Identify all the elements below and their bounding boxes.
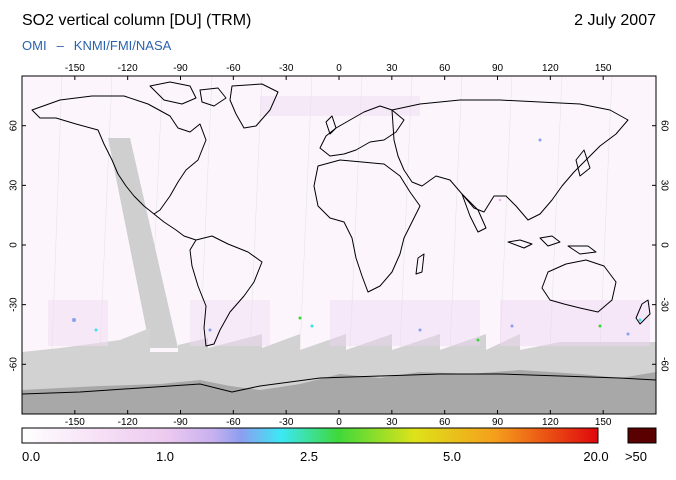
latitude-ticks-left: 60 30 0 -30 -60 xyxy=(9,120,26,372)
colorbar xyxy=(21,427,599,444)
lon-label-bottom: 120 xyxy=(542,417,559,428)
lon-label-bottom: 90 xyxy=(492,417,504,428)
lat-label-left: 30 xyxy=(9,179,20,191)
lon-label-bottom: 150 xyxy=(595,417,612,428)
colorbar-label-4: 20.0 xyxy=(583,449,609,464)
lat-label-right: 0 xyxy=(658,242,669,248)
data-gap-pacific xyxy=(108,138,178,348)
lon-label-top: -60 xyxy=(226,63,241,74)
lon-label-top: 90 xyxy=(492,63,504,74)
lon-label-bottom: -120 xyxy=(118,417,138,428)
lon-label-bottom: -30 xyxy=(279,417,294,428)
colorbar-label-3: 5.0 xyxy=(442,449,462,464)
lon-label-bottom: -150 xyxy=(65,417,85,428)
latitude-ticks-right: 60 30 0 -30 -60 xyxy=(652,120,669,372)
lat-label-left: -60 xyxy=(9,357,20,372)
lon-label-top: -150 xyxy=(65,63,85,74)
colorbar-label-0: 0.0 xyxy=(22,449,41,464)
lon-label-bottom: 0 xyxy=(336,417,342,428)
colorbar-label-5: >50 xyxy=(624,449,648,464)
lon-label-bottom: 60 xyxy=(439,417,451,428)
lon-label-top: 0 xyxy=(336,63,342,74)
lon-label-top: 150 xyxy=(595,63,612,74)
longitude-ticks-top: -150 -120 -90 -60 -30 0 30 60 90 120 150 xyxy=(65,63,612,80)
polar-night xyxy=(22,370,656,414)
credit-dash: – xyxy=(56,38,64,53)
lon-label-top: 120 xyxy=(542,63,559,74)
lon-label-bottom: -60 xyxy=(226,417,241,428)
lat-label-left: -30 xyxy=(9,297,20,312)
lat-label-left: 0 xyxy=(9,242,20,248)
colorbar-label-2: 2.5 xyxy=(299,449,319,464)
so2-speckles xyxy=(48,96,650,346)
lat-label-right: -60 xyxy=(658,357,669,372)
lon-label-bottom: -90 xyxy=(173,417,188,428)
lat-label-right: 60 xyxy=(658,120,669,132)
credit-product: OMI xyxy=(22,38,47,53)
credit-institutes: KNMI/FMI/NASA xyxy=(73,38,172,53)
colorbar-label-1: 1.0 xyxy=(155,449,175,464)
colorbar-overflow xyxy=(627,427,657,444)
lon-label-top: 60 xyxy=(439,63,451,74)
coastlines xyxy=(22,81,656,395)
lon-label-top: -120 xyxy=(118,63,138,74)
lat-label-left: 60 xyxy=(9,120,20,132)
map-date: 2 July 2007 xyxy=(574,12,656,29)
lat-label-right: -30 xyxy=(658,297,669,312)
credit-line: OMI – KNMI/FMI/NASA xyxy=(22,38,171,53)
lon-label-top: -30 xyxy=(279,63,294,74)
lon-label-top: 30 xyxy=(386,63,398,74)
map-title: SO2 vertical column [DU] (TRM) xyxy=(22,12,252,29)
lon-label-top: -90 xyxy=(173,63,188,74)
lat-label-right: 30 xyxy=(658,180,669,192)
lon-label-bottom: 30 xyxy=(386,417,398,428)
longitude-ticks-bottom: -150 -120 -90 -60 -30 0 30 60 90 120 150 xyxy=(65,410,612,428)
